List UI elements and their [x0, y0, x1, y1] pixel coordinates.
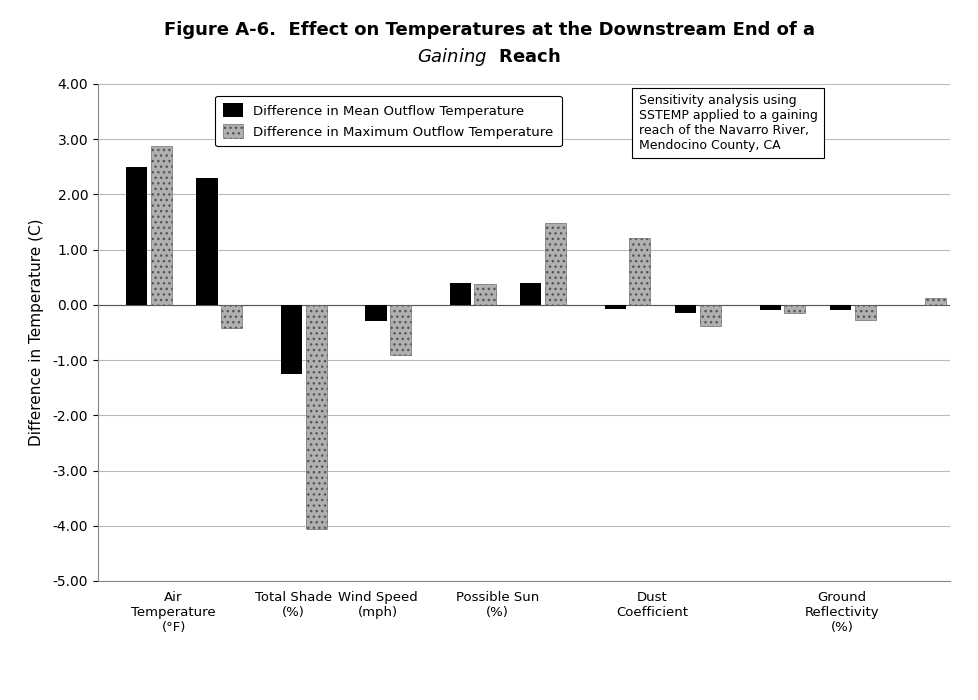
Bar — [699, 305, 720, 326]
Bar — [604, 305, 625, 309]
Bar — [389, 305, 411, 355]
Bar — [151, 146, 171, 305]
Bar — [545, 223, 565, 305]
Bar — [221, 305, 242, 328]
Text: $\it{Gaining}$  Reach: $\it{Gaining}$ Reach — [417, 46, 561, 67]
Bar — [474, 284, 495, 305]
Bar — [829, 305, 850, 310]
Bar — [629, 237, 649, 305]
Text: Sensitivity analysis using
SSTEMP applied to a gaining
reach of the Navarro Rive: Sensitivity analysis using SSTEMP applie… — [638, 94, 817, 152]
Y-axis label: Difference in Temperature (C): Difference in Temperature (C) — [29, 218, 44, 447]
Bar — [365, 305, 386, 321]
Text: Figure A-6.  Effect on Temperatures at the Downstream End of a: Figure A-6. Effect on Temperatures at th… — [164, 21, 814, 39]
Bar — [783, 305, 805, 313]
Bar — [519, 283, 541, 305]
Bar — [759, 305, 779, 310]
Bar — [305, 305, 327, 528]
Bar — [450, 283, 470, 305]
Bar — [126, 167, 147, 305]
Bar — [854, 305, 875, 321]
Bar — [197, 178, 217, 305]
Bar — [281, 305, 302, 374]
Bar — [924, 298, 945, 305]
Legend: Difference in Mean Outflow Temperature, Difference in Maximum Outflow Temperatur: Difference in Mean Outflow Temperature, … — [215, 96, 561, 146]
Bar — [675, 305, 695, 313]
